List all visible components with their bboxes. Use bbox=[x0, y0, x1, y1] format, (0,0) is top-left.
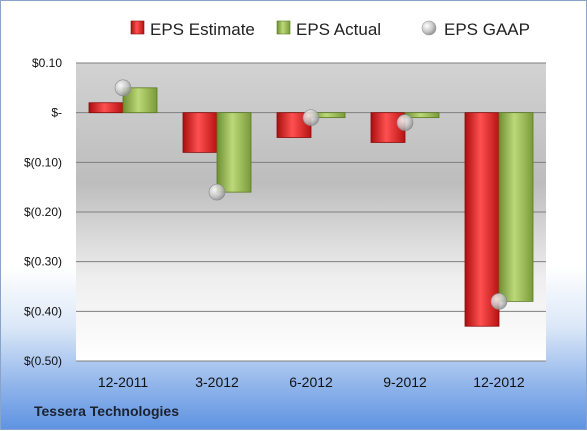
marker-eps-gaap bbox=[208, 183, 226, 201]
x-category-label: 12-2011 bbox=[98, 374, 149, 390]
x-category-label: 3-2012 bbox=[195, 374, 239, 390]
marker-eps-gaap bbox=[302, 109, 320, 126]
x-axis-category-labels: 12-2011 3-2012 6-2012 9-2012 12-2012 bbox=[98, 374, 525, 390]
bar-eps-actual bbox=[498, 112, 534, 302]
company-name: Tessera Technologies bbox=[34, 403, 179, 419]
bar-eps-estimate bbox=[88, 102, 124, 114]
y-tick-label: $0.10 bbox=[32, 56, 62, 70]
bars bbox=[88, 87, 534, 327]
legend-label-actual: EPS Actual bbox=[296, 20, 381, 39]
legend-swatch-estimate bbox=[130, 20, 145, 35]
y-tick-label: $- bbox=[51, 106, 62, 120]
y-tick-label: $(0.20) bbox=[24, 205, 62, 219]
marker-eps-gaap bbox=[114, 79, 132, 97]
y-tick-label: $(0.30) bbox=[24, 255, 62, 269]
y-tick-label: $(0.10) bbox=[24, 155, 62, 169]
gaap-markers bbox=[114, 79, 508, 310]
legend: EPS Estimate EPS Actual EPS GAAP bbox=[130, 20, 530, 39]
x-category-label: 6-2012 bbox=[289, 374, 333, 390]
marker-eps-gaap bbox=[396, 114, 414, 131]
x-category-label: 12-2012 bbox=[473, 374, 525, 390]
y-tick-label: $(0.50) bbox=[24, 354, 62, 368]
y-tick-label: $(0.40) bbox=[24, 304, 62, 318]
x-category-label: 9-2012 bbox=[383, 374, 427, 390]
legend-marker-gaap bbox=[421, 20, 437, 36]
bar-eps-estimate bbox=[464, 112, 500, 327]
marker-eps-gaap bbox=[490, 293, 508, 310]
y-axis-tick-labels: $0.10 $- $(0.10) $(0.20) $(0.30) $(0.40) $(0.5… bbox=[24, 56, 62, 368]
legend-label-estimate: EPS Estimate bbox=[150, 20, 255, 39]
bar-eps-estimate bbox=[182, 112, 218, 153]
legend-swatch-actual bbox=[276, 20, 291, 35]
legend-label-gaap: EPS GAAP bbox=[444, 20, 530, 39]
bar-eps-actual bbox=[216, 112, 252, 193]
